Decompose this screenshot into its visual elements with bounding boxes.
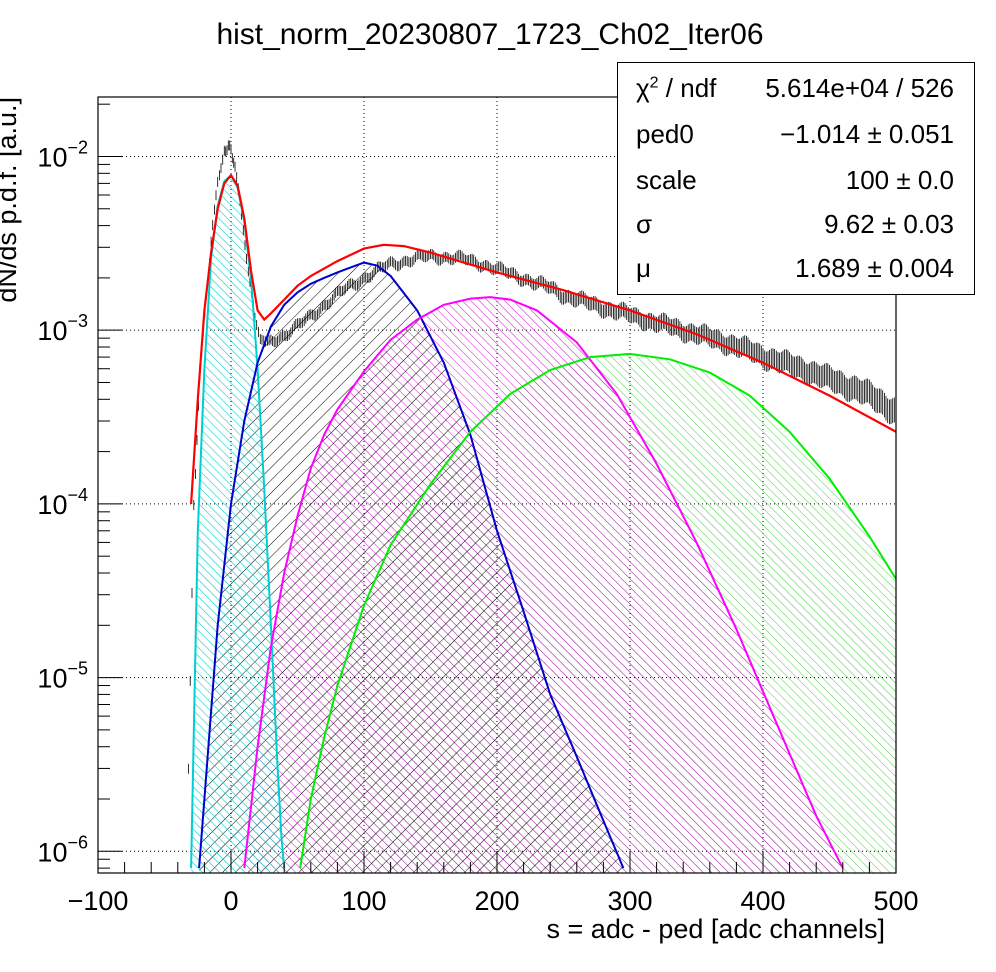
fit-stats-box: χ2 / ndf 5.614e+04 / 526 ped0 −1.014 ± 0… bbox=[617, 62, 975, 295]
component-fills bbox=[191, 175, 896, 873]
y-axis-label: dN/ds p.d.f. [a.u.] bbox=[0, 97, 22, 303]
stats-row-mu: μ 1.689 ± 0.004 bbox=[618, 247, 974, 293]
chart-title: hist_norm_20230807_1723_Ch02_Iter06 bbox=[216, 18, 763, 51]
fit-curves bbox=[190, 173, 896, 869]
x-tick-label: 0 bbox=[223, 886, 238, 916]
x-tick-label: 400 bbox=[740, 886, 785, 916]
x-tick-label: 200 bbox=[474, 886, 519, 916]
stats-label-sigma: σ bbox=[636, 209, 653, 239]
component-2-fill bbox=[199, 262, 624, 873]
y-tick-label: 10−6 bbox=[37, 832, 88, 867]
stats-row-sigma: σ 9.62 ± 0.03 bbox=[618, 203, 974, 249]
stats-row-scale: scale 100 ± 0.0 bbox=[618, 159, 974, 205]
axis-ticks bbox=[97, 103, 897, 873]
stats-row-ped0: ped0 −1.014 ± 0.051 bbox=[618, 113, 974, 159]
y-tick-labels: 10−6 10−5 10−4 10−3 10−2 bbox=[37, 137, 88, 867]
x-tick-label: 500 bbox=[873, 886, 918, 916]
stats-value-mu: 1.689 ± 0.004 bbox=[795, 253, 954, 283]
component-2-curve bbox=[198, 261, 625, 869]
x-tick-label: −100 bbox=[68, 886, 129, 916]
stats-label-chi2: χ2 / ndf bbox=[636, 73, 717, 103]
y-tick-label: 10−2 bbox=[37, 137, 88, 172]
stats-value-scale: 100 ± 0.0 bbox=[845, 165, 954, 195]
stats-value-chi2: 5.614e+04 / 526 bbox=[765, 73, 954, 103]
x-tick-labels: −100 0 100 200 300 400 500 bbox=[68, 886, 919, 916]
stats-label-mu: μ bbox=[636, 253, 651, 283]
stats-value-sigma: 9.62 ± 0.03 bbox=[824, 209, 954, 239]
component-4-curve bbox=[299, 352, 896, 869]
y-tick-label: 10−3 bbox=[37, 311, 88, 346]
x-tick-label: 300 bbox=[607, 886, 652, 916]
y-tick-label: 10−4 bbox=[37, 485, 88, 520]
component-1-fill bbox=[191, 175, 285, 873]
x-tick-label: 100 bbox=[341, 886, 386, 916]
total-fit-curve bbox=[190, 173, 896, 504]
stats-value-ped0: −1.014 ± 0.051 bbox=[779, 119, 954, 149]
stats-label-scale: scale bbox=[636, 165, 697, 195]
stats-row-chi2: χ2 / ndf 5.614e+04 / 526 bbox=[618, 67, 974, 113]
component-3-curve bbox=[243, 296, 844, 869]
y-tick-label: 10−5 bbox=[37, 659, 88, 694]
x-axis-label: s = adc - ped [adc channels] bbox=[547, 914, 885, 944]
stats-label-ped0: ped0 bbox=[636, 119, 694, 149]
